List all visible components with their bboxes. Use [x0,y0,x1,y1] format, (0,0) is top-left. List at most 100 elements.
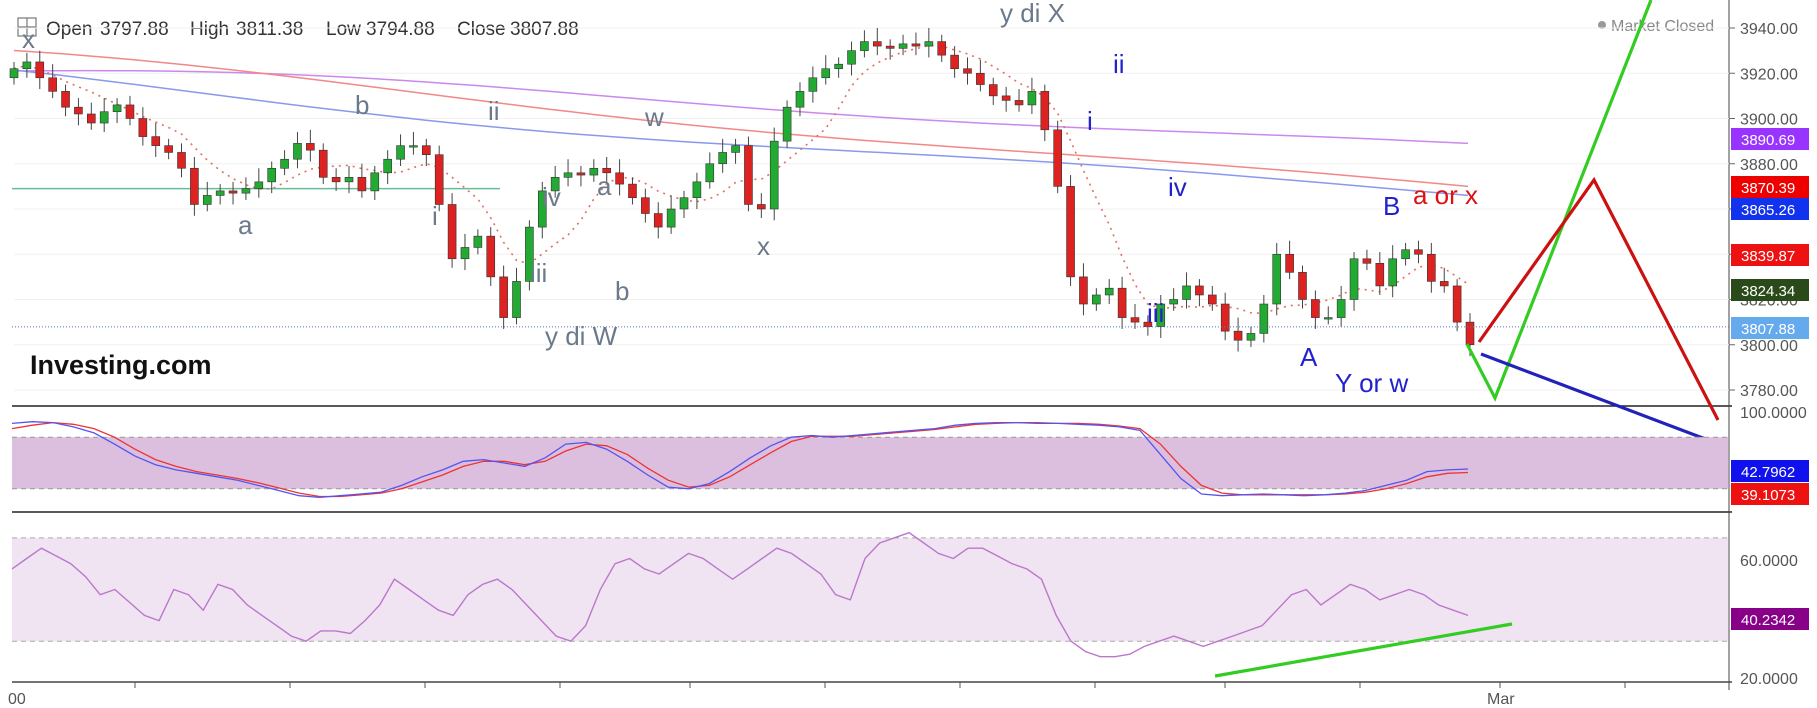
wave-label: y di W [545,321,618,351]
stochastic-badge-label: 42.7962 [1741,464,1795,481]
candle-body [692,181,702,198]
price-badge-label: 3839.87 [1741,248,1795,265]
logo-text: Investing.com [30,350,212,380]
candle-body [447,204,457,260]
rsi-line [11,531,1469,658]
candle-body [61,91,70,108]
candle-body [293,143,302,160]
candle-body [254,181,264,189]
candle-body [1027,91,1037,106]
candle-body [138,118,148,137]
candle-body [409,145,418,148]
high-label: High [190,19,229,40]
open-label: Open [46,19,92,40]
wave-label: iii [530,258,547,288]
price-badge-label: 3807.88 [1741,321,1795,338]
wave-label: iv [1168,172,1187,202]
candle-body [1362,258,1372,264]
candle-body [679,197,689,210]
wave-label: ii [1113,49,1125,79]
stochastic-band [12,437,1728,489]
price-badge-label: 3824.34 [1741,283,1795,300]
wave-label: Y or w [1335,368,1408,398]
candle-body [1182,285,1191,300]
candle-body [821,68,831,79]
candle-body [1208,294,1217,305]
candle-body [164,145,173,153]
close-label: Close [457,19,506,40]
candle-body [112,104,122,113]
price-badge-label: 3870.39 [1741,180,1795,197]
candle-body [473,235,483,248]
wave-label: ii [488,96,500,126]
candle-body [35,61,45,79]
candle-body [48,77,57,92]
candle-body [396,145,405,160]
candle-body [280,158,289,169]
stochastic-panel [11,421,1728,499]
wave-label: x [757,231,770,261]
short-moving-average [13,44,1471,315]
price-tick-label: 3940.00 [1740,21,1798,38]
candle-body [1195,285,1204,296]
candle-body [872,41,882,47]
candle-body [1169,299,1178,305]
candle-body [705,163,715,183]
candle-body [9,68,19,79]
price-tick-label: 3780.00 [1740,383,1798,400]
candle-body [550,177,560,192]
candle-body [228,190,238,194]
candle-body [1336,299,1346,318]
candle-body [460,247,470,260]
candle-body [1104,287,1114,296]
wave-label: a or x [1413,180,1478,210]
moving-average-line [13,69,1469,145]
price-badge-label: 3865.26 [1741,202,1795,219]
moving-average-line [13,49,1469,188]
candle-body [267,167,276,183]
stochastic-badge-label: 39.1073 [1741,487,1795,504]
candle-body [434,154,444,205]
candle-body [125,104,135,119]
axis-layer: 3940.003920.003900.003880.003860.003840.… [134,21,1809,688]
candle-body [344,177,354,183]
candle-body [1143,321,1153,327]
candle-body [370,172,380,192]
investing-logo: Investing.com [30,350,212,380]
wave-label: b [615,276,629,306]
wave-label: b [355,90,369,120]
candle-body [718,152,727,165]
candle-body [1117,287,1127,318]
candle-body [1156,303,1166,327]
market-status: Market Closed [1598,18,1714,35]
candle-body [1375,262,1385,287]
candle-body [1079,276,1088,305]
candle-body [628,183,637,198]
stochastic-k-line [11,421,1469,499]
wave-label: iv [542,182,561,212]
crosshair-icon[interactable] [17,17,37,37]
candle-body [1298,272,1307,300]
candle-body [1349,258,1359,300]
stochastic-tick-label: 100.0000 [1740,405,1807,422]
rsi-panel [11,531,1728,678]
wave-label: iii [1147,298,1164,328]
candle-body [911,43,921,47]
candle-body [860,41,869,51]
candle-body [1401,249,1410,260]
wave-label: i [432,201,438,231]
x-axis-first-label: 00 [8,691,26,708]
candle-body [950,54,959,70]
projection-green-line [1465,0,1653,402]
candle-body [537,190,547,228]
candle-body [151,136,161,146]
candle-body [512,281,521,318]
candle-body [22,61,32,70]
candle-body [357,177,367,192]
candle-body [1465,321,1475,346]
candle-body [1311,299,1320,318]
candle-body [1001,95,1011,101]
ohlc-header: Open 3797.88 High 3811.38 Low 3794.88 Cl… [17,17,579,40]
price-badge [1731,198,1809,220]
candle-body [1427,253,1436,282]
